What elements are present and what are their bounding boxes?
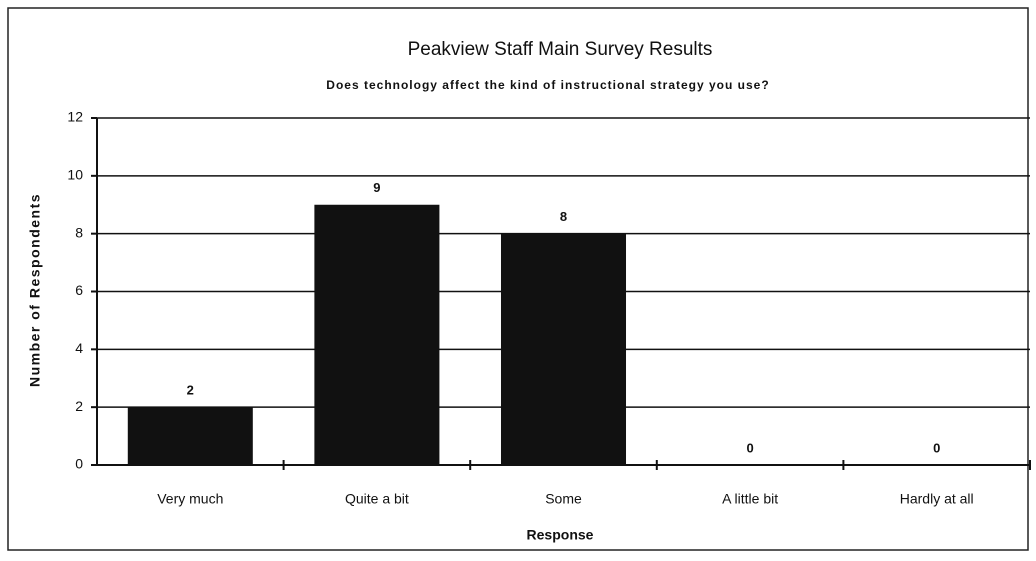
data-label: 8 [560, 209, 567, 224]
chart-subtitle: Does technology affect the kind of instr… [326, 78, 769, 92]
data-label: 0 [933, 440, 940, 455]
x-axis-label: Response [527, 527, 594, 543]
x-tick-label: Quite a bit [345, 491, 409, 507]
y-tick-label: 6 [75, 282, 83, 298]
x-tick-label: Hardly at all [900, 491, 974, 507]
bar [500, 233, 627, 465]
y-tick-label: 0 [75, 456, 83, 472]
x-tick-label: A little bit [722, 491, 778, 507]
y-tick-label: 8 [75, 224, 83, 240]
y-tick-label: 10 [67, 167, 83, 183]
x-tick-label: Very much [157, 491, 223, 507]
chart-frame [7, 7, 1029, 551]
y-tick-label: 2 [75, 398, 83, 414]
data-label: 2 [187, 383, 194, 398]
bar [314, 204, 440, 465]
y-tick-label: 4 [75, 340, 83, 356]
x-tick-label: Some [545, 491, 582, 507]
data-label: 9 [373, 180, 380, 195]
bar [127, 407, 253, 465]
y-tick-label: 12 [67, 109, 83, 125]
chart-title: Peakview Staff Main Survey Results [408, 39, 713, 60]
y-axis-label: Number of Respondents [27, 193, 43, 387]
data-label: 0 [746, 440, 753, 455]
